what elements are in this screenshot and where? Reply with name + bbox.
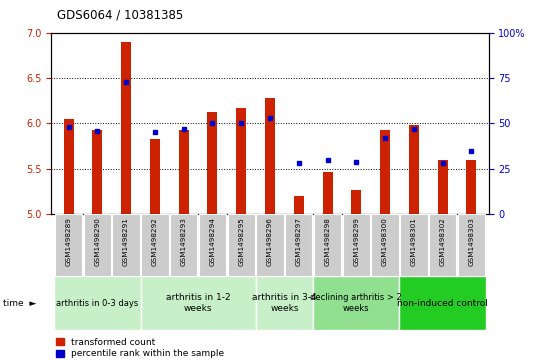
Text: GSM1498289: GSM1498289	[65, 217, 72, 265]
Bar	[199, 214, 226, 276]
Bar	[458, 214, 485, 276]
Bar	[372, 214, 399, 276]
Bar	[467, 160, 476, 214]
Bar	[112, 214, 140, 276]
Text: GSM1498303: GSM1498303	[468, 217, 475, 265]
Text: GSM1498292: GSM1498292	[152, 217, 158, 265]
Bar	[400, 214, 428, 276]
Bar	[285, 214, 313, 276]
Bar	[141, 214, 168, 276]
Bar	[179, 130, 188, 214]
Bar	[265, 98, 275, 214]
Bar	[54, 276, 140, 330]
Bar	[207, 112, 218, 214]
Bar	[294, 196, 304, 214]
Bar	[256, 214, 284, 276]
Text: GSM1498299: GSM1498299	[353, 217, 359, 265]
Legend: transformed count, percentile rank within the sample: transformed count, percentile rank withi…	[56, 338, 224, 359]
Text: GDS6064 / 10381385: GDS6064 / 10381385	[57, 9, 183, 22]
Text: GSM1498302: GSM1498302	[440, 217, 445, 265]
Bar	[255, 276, 313, 330]
Bar	[64, 119, 73, 214]
Text: GSM1498294: GSM1498294	[210, 217, 215, 265]
Text: arthritis in 1-2
weeks: arthritis in 1-2 weeks	[166, 293, 231, 313]
Text: arthritis in 3-4
weeks: arthritis in 3-4 weeks	[252, 293, 316, 313]
Bar	[150, 139, 160, 214]
Bar	[437, 160, 448, 214]
Bar	[322, 172, 333, 214]
Bar	[227, 214, 255, 276]
Bar	[313, 276, 400, 330]
Bar	[92, 130, 103, 214]
Text: GSM1498291: GSM1498291	[123, 217, 129, 265]
Text: GSM1498293: GSM1498293	[181, 217, 187, 265]
Bar	[400, 276, 486, 330]
Text: GSM1498296: GSM1498296	[267, 217, 273, 265]
Bar	[352, 190, 361, 214]
Text: arthritis in 0-3 days: arthritis in 0-3 days	[56, 299, 138, 307]
Text: GSM1498301: GSM1498301	[411, 217, 417, 265]
Bar	[429, 214, 456, 276]
Text: time  ►: time ►	[3, 299, 36, 307]
Bar	[380, 130, 390, 214]
Bar	[343, 214, 370, 276]
Text: declining arthritis > 2
weeks: declining arthritis > 2 weeks	[310, 293, 402, 313]
Text: GSM1498295: GSM1498295	[238, 217, 244, 265]
Text: GSM1498300: GSM1498300	[382, 217, 388, 265]
Text: GSM1498297: GSM1498297	[296, 217, 302, 265]
Bar	[314, 214, 341, 276]
Bar	[170, 214, 197, 276]
Bar	[55, 214, 82, 276]
Bar	[236, 108, 246, 214]
Bar	[409, 125, 419, 214]
Text: non-induced control: non-induced control	[397, 299, 488, 307]
Bar	[84, 214, 111, 276]
Bar	[140, 276, 255, 330]
Bar	[121, 42, 131, 214]
Text: GSM1498290: GSM1498290	[94, 217, 100, 265]
Text: GSM1498298: GSM1498298	[325, 217, 330, 265]
